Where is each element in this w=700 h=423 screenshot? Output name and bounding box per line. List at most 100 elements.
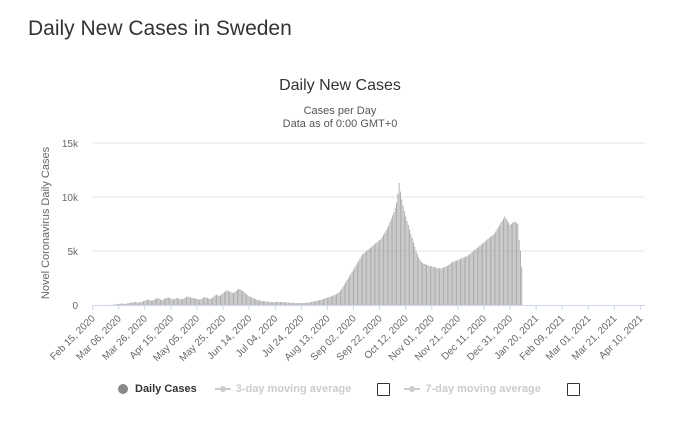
bar bbox=[278, 301, 280, 305]
bar bbox=[360, 256, 362, 305]
bar bbox=[218, 295, 220, 305]
legend-daily-cases[interactable]: Daily Cases bbox=[118, 383, 197, 395]
bar bbox=[351, 271, 353, 305]
bar bbox=[234, 292, 236, 305]
bar bbox=[453, 261, 455, 305]
bar bbox=[413, 242, 414, 305]
bar bbox=[286, 302, 288, 305]
y-tick-label: 15k bbox=[62, 139, 79, 150]
y-tick-label: 0 bbox=[72, 301, 78, 312]
bar bbox=[403, 211, 405, 305]
bar bbox=[180, 299, 182, 305]
legend-7-day-average[interactable]: 7-day moving average bbox=[404, 383, 541, 395]
bar bbox=[405, 216, 407, 305]
bar bbox=[143, 301, 144, 305]
bar bbox=[430, 266, 431, 305]
bar bbox=[131, 302, 133, 305]
bar bbox=[509, 225, 511, 305]
bar bbox=[115, 304, 117, 305]
bar bbox=[394, 207, 396, 305]
bar bbox=[216, 294, 218, 305]
bar bbox=[157, 298, 159, 305]
bar bbox=[375, 243, 377, 305]
bar bbox=[353, 269, 354, 305]
bar bbox=[158, 298, 160, 305]
bar bbox=[261, 300, 263, 305]
bar bbox=[210, 298, 212, 305]
bar bbox=[238, 288, 240, 305]
bar bbox=[280, 301, 281, 305]
bar bbox=[196, 298, 198, 305]
bar bbox=[324, 298, 326, 305]
checkbox-7-day-average[interactable] bbox=[566, 382, 580, 396]
bar bbox=[345, 282, 347, 305]
bar bbox=[146, 299, 148, 305]
bar bbox=[484, 241, 486, 305]
bar bbox=[173, 299, 174, 305]
bar bbox=[343, 284, 345, 305]
bar bbox=[229, 291, 231, 305]
bar bbox=[206, 297, 208, 305]
bar bbox=[226, 290, 228, 305]
bar bbox=[152, 300, 154, 305]
checkbox-3-day-average[interactable] bbox=[377, 382, 391, 396]
bar bbox=[136, 302, 138, 305]
bar bbox=[450, 262, 452, 305]
bar bbox=[441, 268, 443, 305]
bar bbox=[410, 233, 412, 305]
bar bbox=[321, 299, 323, 305]
bar bbox=[167, 297, 169, 305]
bar bbox=[195, 298, 197, 305]
bar bbox=[235, 290, 237, 305]
bar bbox=[347, 278, 349, 305]
bar bbox=[354, 267, 356, 305]
bar bbox=[463, 257, 465, 305]
bar bbox=[461, 258, 463, 305]
bar bbox=[506, 220, 508, 305]
bar bbox=[123, 303, 125, 305]
bar bbox=[326, 297, 328, 305]
bar bbox=[300, 303, 302, 305]
bar bbox=[427, 265, 429, 305]
bar bbox=[336, 293, 337, 305]
bar bbox=[329, 296, 331, 305]
bar bbox=[419, 259, 421, 305]
bar bbox=[135, 302, 137, 305]
bar bbox=[307, 302, 309, 305]
bar bbox=[296, 303, 298, 305]
bar bbox=[310, 302, 311, 305]
bar bbox=[306, 302, 307, 305]
bar bbox=[145, 300, 147, 305]
bar bbox=[251, 297, 253, 305]
bar bbox=[256, 299, 258, 305]
bar bbox=[209, 298, 211, 305]
bar bbox=[188, 296, 190, 305]
bar bbox=[298, 303, 300, 305]
bar bbox=[364, 252, 366, 305]
bar bbox=[420, 261, 422, 305]
bar bbox=[252, 297, 254, 305]
bar bbox=[372, 245, 374, 305]
bar bbox=[495, 231, 497, 305]
bar bbox=[294, 303, 296, 305]
bar bbox=[482, 243, 484, 305]
bar bbox=[255, 299, 257, 305]
bar bbox=[516, 222, 517, 305]
legend-3-day-average[interactable]: 3-day moving average bbox=[214, 383, 351, 395]
bar bbox=[240, 290, 242, 305]
bar bbox=[519, 251, 521, 305]
bar bbox=[272, 302, 274, 305]
bar bbox=[504, 216, 506, 305]
y-tick-label: 5k bbox=[67, 247, 79, 258]
bar bbox=[291, 302, 293, 305]
bar bbox=[496, 229, 498, 305]
bar bbox=[320, 299, 322, 305]
legend-dot-icon bbox=[118, 384, 128, 394]
bar bbox=[304, 302, 306, 305]
bar bbox=[489, 236, 491, 305]
bar bbox=[381, 236, 383, 305]
bar bbox=[225, 290, 227, 305]
bar bbox=[183, 298, 185, 305]
bar bbox=[243, 291, 245, 305]
bar bbox=[163, 298, 165, 305]
